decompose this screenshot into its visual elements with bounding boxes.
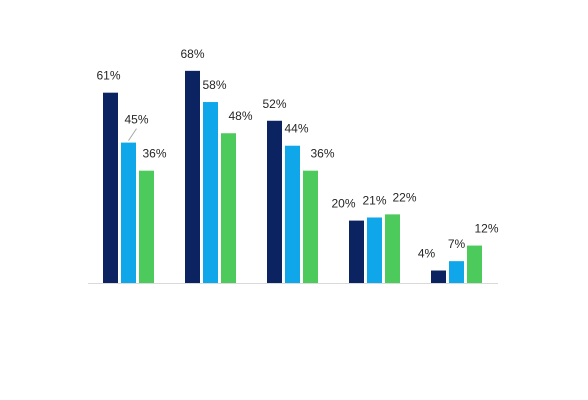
data-label-series-1-group-5: 4% bbox=[418, 247, 436, 261]
bar-series-3-group-3 bbox=[303, 170, 318, 283]
data-label-series-1-group-4: 20% bbox=[331, 197, 355, 211]
data-label-series-2-group-4: 21% bbox=[362, 193, 386, 207]
bar-series-1-group-4 bbox=[349, 220, 364, 283]
bars-layer bbox=[103, 70, 482, 284]
data-label-series-3-group-4: 22% bbox=[392, 190, 416, 204]
data-label-series-1-group-3: 52% bbox=[262, 97, 286, 111]
data-label-series-2-group-1: 45% bbox=[124, 113, 148, 127]
bar-series-2-group-3 bbox=[285, 145, 300, 283]
bar-series-1-group-5 bbox=[431, 270, 446, 283]
bar-series-3-group-4 bbox=[385, 214, 400, 283]
data-label-series-3-group-2: 48% bbox=[228, 109, 252, 123]
data-label-series-1-group-2: 68% bbox=[180, 47, 204, 61]
bar-series-3-group-1 bbox=[139, 170, 154, 283]
bar-series-2-group-2 bbox=[203, 102, 218, 283]
bar-series-2-group-4 bbox=[367, 217, 382, 283]
data-label-series-2-group-2: 58% bbox=[202, 78, 226, 92]
bar-series-3-group-5 bbox=[467, 245, 482, 283]
data-label-series-1-group-1: 61% bbox=[96, 69, 120, 83]
bar-series-1-group-1 bbox=[103, 92, 118, 284]
bar-series-1-group-3 bbox=[267, 120, 282, 283]
bar-series-1-group-2 bbox=[185, 70, 200, 283]
bar-series-2-group-5 bbox=[449, 261, 464, 283]
leader-line-series-2-group-1 bbox=[128, 128, 137, 141]
data-label-series-3-group-1: 36% bbox=[142, 147, 166, 161]
data-label-series-2-group-3: 44% bbox=[284, 122, 308, 136]
data-label-series-3-group-5: 12% bbox=[474, 222, 498, 236]
data-labels-layer: 61% 68% 52% 20% 4% 45% 58% 44% 21% 7% 36% 48% 36% 22%… bbox=[96, 47, 498, 261]
bar-series-3-group-2 bbox=[221, 133, 236, 283]
bar-series-2-group-1 bbox=[121, 142, 136, 283]
data-label-series-2-group-5: 7% bbox=[448, 237, 466, 251]
data-label-series-3-group-3: 36% bbox=[310, 147, 334, 161]
